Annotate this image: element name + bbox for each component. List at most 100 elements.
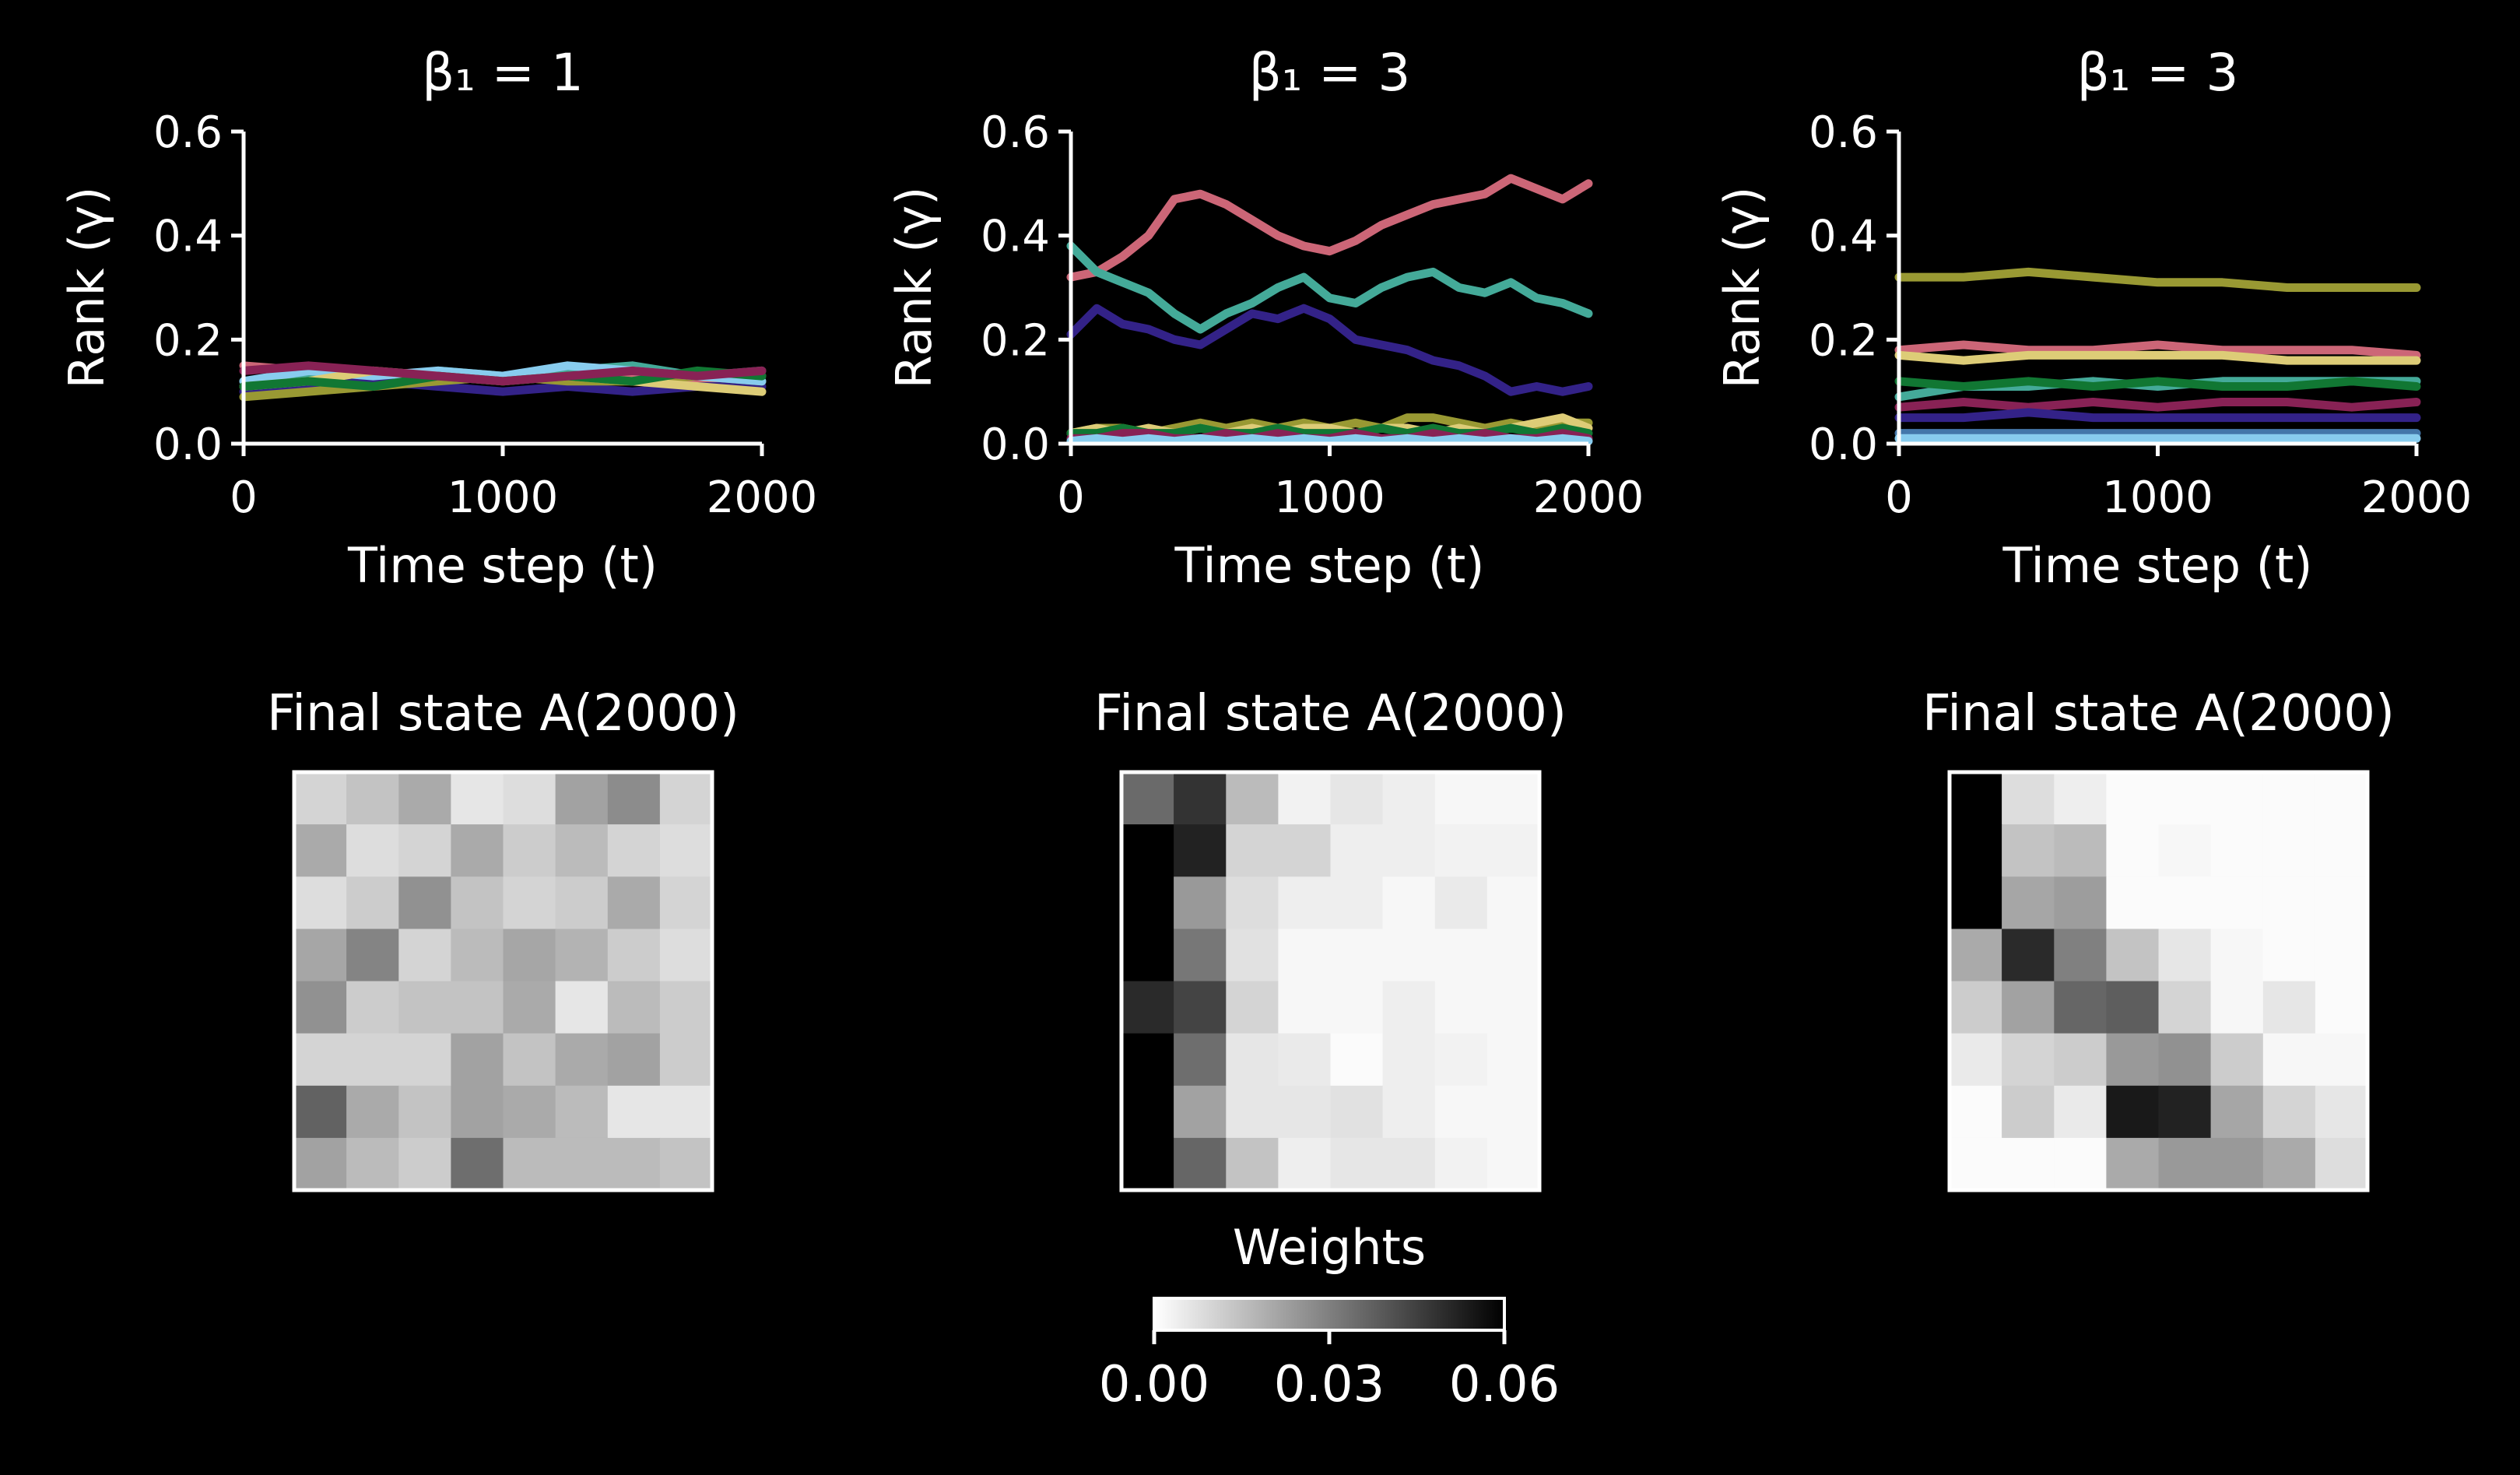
heatmap-cell bbox=[607, 929, 661, 982]
heatmap-cell bbox=[1174, 1033, 1227, 1087]
heatmap-cell bbox=[1950, 772, 2002, 825]
heatmap-cell bbox=[1382, 929, 1436, 982]
heatmap-cell bbox=[1330, 772, 1384, 825]
heatmap-cell bbox=[2315, 1137, 2368, 1191]
heatmap-cell bbox=[2002, 824, 2055, 877]
series-line-8 bbox=[1066, 434, 1593, 446]
heatmap-cell bbox=[1278, 824, 1332, 877]
heatmap-cell bbox=[2106, 1137, 2160, 1191]
heatmap-cell bbox=[2002, 772, 2055, 825]
heatmap-cell bbox=[2054, 929, 2107, 982]
series-line-7 bbox=[1894, 408, 2421, 423]
heatmap-cell bbox=[1226, 772, 1279, 825]
heatmap-cell bbox=[294, 981, 347, 1034]
heatmap-cell bbox=[1226, 876, 1279, 929]
heatmap-cell bbox=[1174, 1137, 1227, 1191]
heatmap-cell bbox=[1434, 876, 1488, 929]
heatmap-cell bbox=[1486, 772, 1540, 825]
heatmap-cell bbox=[1486, 1033, 1540, 1087]
heatmap-cell bbox=[2054, 824, 2107, 877]
heatmap-cell bbox=[2262, 1137, 2316, 1191]
chart-title: Final state A(2000) bbox=[1922, 685, 2395, 743]
heatmap-cell bbox=[398, 1033, 451, 1087]
heatmap-cell bbox=[2210, 1033, 2264, 1087]
heatmap-cell bbox=[1226, 929, 1279, 982]
heatmap-cell bbox=[451, 981, 504, 1034]
heatmap-cell bbox=[2210, 929, 2264, 982]
heatmap-cell bbox=[1382, 1137, 1436, 1191]
panel-top-middle: β₁ = 3 0.0 0.2 0.4 0.6 0 1000 2000 Time step (t)… bbox=[886, 43, 1644, 594]
heatmap-cell bbox=[346, 1033, 399, 1087]
heatmap-cell bbox=[451, 929, 504, 982]
heatmap-cell bbox=[1174, 1085, 1227, 1139]
heatmap-cell bbox=[346, 772, 399, 825]
heatmap-cell bbox=[2158, 929, 2212, 982]
heatmap-cell bbox=[2158, 981, 2212, 1034]
heatmap-cell bbox=[294, 772, 347, 825]
heatmap-cell bbox=[2106, 824, 2160, 877]
heatmap-cell bbox=[659, 772, 713, 825]
x-tick-label: 2000 bbox=[707, 472, 818, 523]
heatmap-cell bbox=[2210, 772, 2264, 825]
heatmap-cell bbox=[1950, 1085, 2002, 1139]
heatmap-cell bbox=[1330, 876, 1384, 929]
heatmap-cell bbox=[1382, 824, 1436, 877]
heatmap-cell bbox=[1226, 1137, 1279, 1191]
heatmap-cell bbox=[503, 929, 556, 982]
heatmap-cell bbox=[2315, 876, 2368, 929]
heatmap-cell bbox=[1486, 1137, 1540, 1191]
heatmap-cell bbox=[1434, 1085, 1488, 1139]
heatmap-cell bbox=[1278, 929, 1332, 982]
heatmap-cell bbox=[1278, 981, 1332, 1034]
y-tick-label: 0.4 bbox=[153, 212, 223, 262]
heatmap-cell bbox=[2054, 772, 2107, 825]
heatmap-cell bbox=[1121, 1085, 1174, 1139]
x-tick-label: 0 bbox=[1057, 472, 1085, 523]
heatmap-cell bbox=[607, 981, 661, 1034]
chart-title: β₁ = 3 bbox=[1249, 43, 1411, 103]
heatmap-cell bbox=[2002, 1033, 2055, 1087]
heatmap-cell bbox=[2106, 1033, 2160, 1087]
heatmap-cell bbox=[659, 1033, 713, 1087]
panel-top-right: β₁ = 3 0.0 0.2 0.4 0.6 0 1000 2000 Time step (t)… bbox=[1714, 43, 2472, 594]
series-line-1 bbox=[1894, 267, 2421, 292]
heatmap-cell bbox=[1382, 1085, 1436, 1139]
panel-bottom-middle: Final state A(2000) bbox=[1094, 685, 1567, 1192]
heatmap-frame bbox=[292, 770, 714, 1192]
y-tick-label: 0.6 bbox=[981, 107, 1050, 158]
series-line-3 bbox=[1894, 350, 2421, 365]
heatmap-cell bbox=[2315, 772, 2368, 825]
y-tick-label: 0.2 bbox=[981, 315, 1050, 366]
heatmap-cell bbox=[1278, 1137, 1332, 1191]
heatmap-cell bbox=[659, 929, 713, 982]
heatmap-cell bbox=[503, 876, 556, 929]
heatmap-cell bbox=[2002, 1085, 2055, 1139]
y-axis-label: Rank (γ) bbox=[1714, 187, 1771, 389]
y-axis-label: Rank (γ) bbox=[886, 187, 942, 389]
heatmap-cell bbox=[398, 876, 451, 929]
heatmap-cell bbox=[2054, 981, 2107, 1034]
heatmap-cell bbox=[555, 929, 609, 982]
heatmap-cell bbox=[1486, 824, 1540, 877]
x-axis-label: Time step (t) bbox=[347, 537, 658, 594]
heatmap-cell bbox=[2158, 772, 2212, 825]
heatmap-cell bbox=[607, 824, 661, 877]
colorbar-gradient bbox=[1153, 1297, 1506, 1332]
colorbar-tick-label: 0.06 bbox=[1449, 1356, 1560, 1414]
heatmap-cell bbox=[1174, 824, 1227, 877]
heatmap-cell bbox=[2106, 772, 2160, 825]
heatmap-cell bbox=[1330, 824, 1384, 877]
y-tick-label: 0.2 bbox=[153, 315, 223, 366]
heatmap-cell bbox=[1382, 1033, 1436, 1087]
series-line-3 bbox=[1066, 304, 1593, 396]
heatmap-cell bbox=[1434, 824, 1488, 877]
heatmap-cell bbox=[1121, 981, 1174, 1034]
heatmap-cell bbox=[555, 981, 609, 1034]
series-line-2 bbox=[1894, 340, 2421, 360]
heatmap-cell bbox=[1486, 876, 1540, 929]
heatmap-frame bbox=[1947, 770, 2370, 1192]
heatmap-cell bbox=[2262, 1085, 2316, 1139]
heatmap-cell bbox=[1330, 929, 1384, 982]
heatmap-cell bbox=[346, 824, 399, 877]
